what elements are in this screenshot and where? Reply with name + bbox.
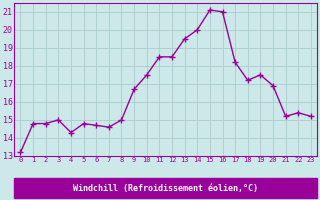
Text: Windchill (Refroidissement éolien,°C): Windchill (Refroidissement éolien,°C)	[73, 184, 258, 192]
